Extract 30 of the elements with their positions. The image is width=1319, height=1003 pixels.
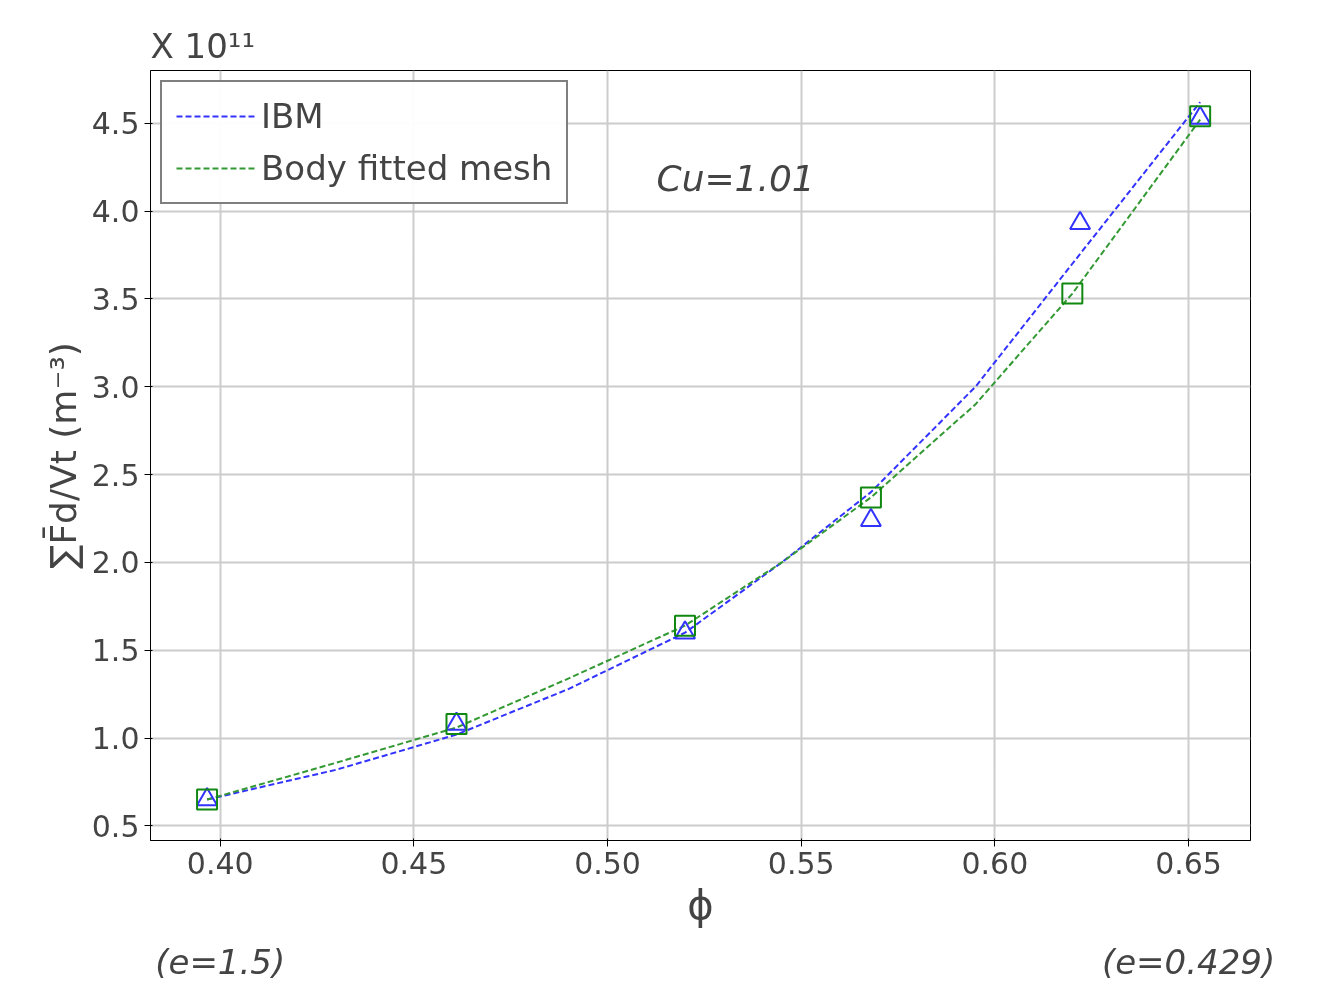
y-tick-label: 1.0 [91,721,140,757]
y-tick-label: 2.5 [91,457,140,493]
point [859,507,882,528]
y-tick-label: 1.5 [91,633,140,669]
point [445,713,468,736]
y-tick-label: 4.0 [91,194,140,230]
x-tick-label: 0.60 [961,845,1029,881]
y-tick-label: 3.5 [91,281,140,317]
point [674,614,697,637]
x-tick-label: 0.50 [574,845,641,881]
point [1069,210,1092,231]
text: X 10¹¹ [150,25,256,66]
y-tick-label: 2.0 [91,545,140,581]
y-axis-title: ∑F̄d/Vt (m⁻³) [42,342,84,569]
y-tick-label: 3.0 [91,369,140,405]
point [1061,282,1084,305]
y-tick-label: 4.5 [91,106,140,142]
text: (e=1.5) [155,941,286,982]
x-tick-label: 0.45 [380,845,448,881]
x-tick-label: 0.65 [1155,845,1222,881]
x-tick-label: 0.55 [767,845,835,881]
annotation: Cu=1.01 [656,157,815,199]
x-axis-title: ϕ [687,881,714,928]
legend-label: Body fitted mesh [261,148,553,188]
text: (e=0.429) [1101,941,1276,982]
x-tick-label: 0.40 [186,845,254,881]
point [859,486,882,509]
legend-label: IBM [261,96,324,136]
y-tick-label: 0.5 [91,808,140,844]
point [674,620,697,640]
